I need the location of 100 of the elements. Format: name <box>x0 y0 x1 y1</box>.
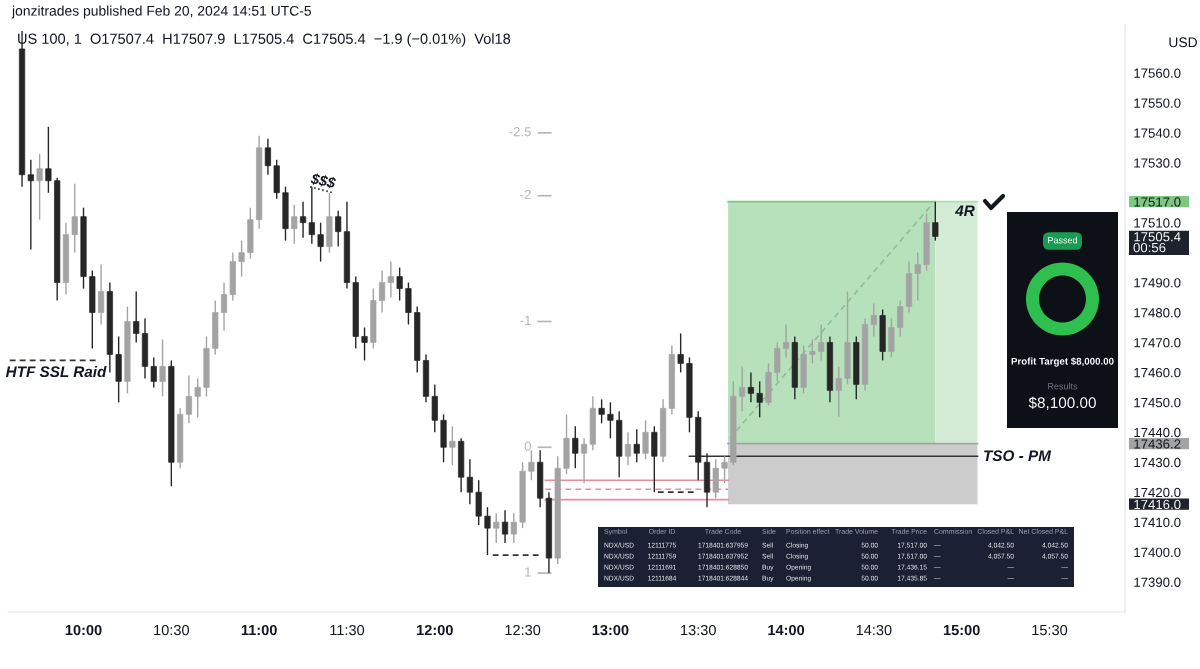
candlestick <box>739 365 746 413</box>
y-tick-label: 17410.0 <box>1134 517 1181 528</box>
candlestick <box>45 126 52 194</box>
series-label: 0 <box>524 441 531 451</box>
y-tick-label: 17450.0 <box>1134 397 1181 408</box>
x-tick-label: 15:30 <box>1032 624 1068 636</box>
candlestick <box>71 183 78 254</box>
candlestick <box>607 401 614 439</box>
candlestick <box>774 341 781 383</box>
candlestick <box>405 281 412 326</box>
x-tick-label: 14:30 <box>856 624 892 636</box>
candlestick <box>624 431 632 466</box>
candlestick <box>932 201 939 242</box>
y-tick-label: 17550.0 <box>1134 98 1181 108</box>
candlestick <box>335 209 342 248</box>
candlestick <box>888 317 895 359</box>
x-tick-label: 13:00 <box>592 624 629 636</box>
y-tick-label: 17390.0 <box>1134 577 1181 587</box>
annotation: Results <box>1048 382 1078 390</box>
y-tick-label: 17540.0 <box>1134 128 1181 138</box>
candlestick <box>308 186 315 245</box>
candlestick <box>449 425 456 466</box>
x-tick-label: 11:30 <box>330 624 365 636</box>
candlestick <box>721 455 728 484</box>
y-tick-label: 17470.0 <box>1134 338 1181 348</box>
candlestick <box>651 425 658 493</box>
candlestick <box>835 365 842 419</box>
candlestick <box>484 506 491 556</box>
candlestick <box>809 338 816 365</box>
x-tick-label: 10:30 <box>154 624 190 636</box>
candlestick <box>291 203 298 245</box>
y-tick-label: 17480.0 <box>1134 308 1181 318</box>
candlestick <box>897 299 904 338</box>
annotation: HTF SSL Raid <box>5 365 107 378</box>
candlestick <box>818 323 825 362</box>
annotation: Profit Target $8,000.00 <box>1011 357 1114 367</box>
candlestick <box>501 509 509 544</box>
candlestick <box>493 512 500 544</box>
candlestick <box>677 332 684 374</box>
y-tick-label: 17430.0 <box>1134 457 1181 468</box>
candlestick <box>98 263 105 326</box>
candlestick <box>782 323 790 359</box>
candlestick <box>598 398 605 425</box>
candlestick <box>642 419 649 460</box>
x-tick-label: 11:00 <box>241 624 277 636</box>
annotation: Passed <box>1048 236 1077 244</box>
series-label: -1 <box>520 315 531 325</box>
candlestick <box>264 138 271 176</box>
candlestick <box>580 437 588 484</box>
candlestick <box>220 281 228 332</box>
candlestick <box>150 356 157 389</box>
series-label: -2.5 <box>509 127 531 137</box>
candlestick <box>27 159 34 251</box>
candlestick <box>914 251 921 302</box>
candlestick <box>238 239 245 278</box>
candlestick <box>387 260 394 299</box>
candlestick <box>475 479 482 526</box>
candlestick <box>633 428 640 463</box>
y-tick-label: 17510.0 <box>1134 218 1181 228</box>
text: jonzitrades published Feb 20, 2024 14:51 UTC-5 <box>11 5 311 19</box>
candlestick <box>756 380 763 419</box>
candlestick <box>510 512 517 544</box>
y-tick-label: 17460.0 <box>1134 367 1181 378</box>
y-tick-label: 17440.0 <box>1134 427 1181 438</box>
annotation: TSO - PM <box>984 450 1052 462</box>
candlestick <box>159 338 166 398</box>
y-tick-label: 17490.0 <box>1134 278 1181 288</box>
y-tick-label: 17505.4 <box>1134 232 1181 242</box>
candlestick <box>194 377 201 419</box>
x-tick-label: 12:30 <box>505 624 541 636</box>
y-tick-label: 17517.0 <box>1134 197 1181 207</box>
y-tick-label: 17400.0 <box>1134 547 1181 558</box>
candlestick <box>379 269 386 314</box>
y-tick-label: 17436.2 <box>1134 439 1181 449</box>
y-tick-label: 17560.0 <box>1134 68 1181 78</box>
candlestick <box>572 425 579 469</box>
y-tick-label: 17530.0 <box>1134 158 1181 168</box>
y-tick-label: 17420.0 <box>1134 487 1181 498</box>
x-tick-label: 10:00 <box>65 624 102 636</box>
candlestick <box>528 449 535 481</box>
candlestick <box>133 290 140 344</box>
candlestick <box>317 221 324 263</box>
candlestick <box>185 374 192 425</box>
series-label: -2 <box>520 189 531 200</box>
annotation: 4R <box>954 205 975 216</box>
candlestick <box>747 371 754 404</box>
text: 00:56 <box>1133 242 1166 253</box>
x-tick-label: 13:30 <box>681 624 716 636</box>
candlestick <box>396 266 403 302</box>
candlestick <box>466 458 473 505</box>
candlestick <box>712 458 719 499</box>
x-tick-label: 14:00 <box>768 624 805 636</box>
annotation: $$$ <box>310 172 337 190</box>
candlestick <box>36 153 43 221</box>
y-tick-label: 17416.0 <box>1134 499 1181 510</box>
candlestick <box>299 201 307 239</box>
annotation: $8,100.00 <box>1028 396 1096 410</box>
y-axis-title: USD <box>1169 37 1197 48</box>
candlestick <box>361 326 368 362</box>
series-label: 1 <box>525 567 531 577</box>
